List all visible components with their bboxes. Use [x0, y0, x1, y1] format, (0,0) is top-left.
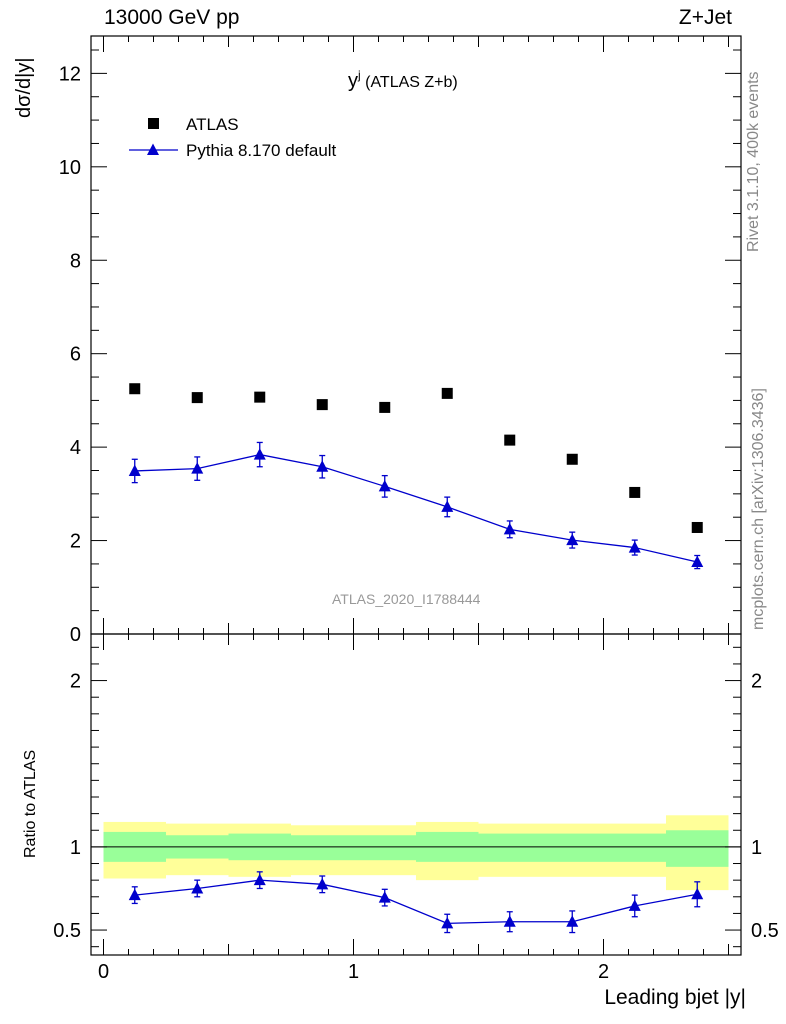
ratio-y-tick-label: 1 [70, 837, 81, 859]
ratio-uncertainty-bands [91, 815, 741, 891]
x-tick-label: 2 [598, 961, 609, 983]
atlas-point [629, 486, 641, 498]
ratio-band-stat [541, 833, 604, 862]
legend-pythia-marker [147, 143, 159, 155]
pythia-point [628, 541, 641, 553]
ratio-pythia-point [316, 877, 329, 890]
source-label: mcplots.cern.ch [arXiv:1306.3436] [750, 388, 767, 630]
ratio-pythia-point [503, 915, 516, 927]
rivet-version-label: Rivet 3.1.10, 400k events [745, 71, 762, 252]
ratio-pythia-line [134, 879, 698, 925]
ratio-y-tick-label: 0.5 [53, 920, 81, 942]
atlas-point [316, 399, 328, 411]
ratio-y-tick-label-right: 0.5 [751, 920, 779, 942]
ratio-y-tick-label-right: 2 [751, 671, 762, 693]
pythia-point [566, 533, 579, 546]
ratio-band-stat [353, 835, 416, 861]
ratio-y-tick-label: 2 [70, 671, 81, 693]
ratio-frame [90, 633, 742, 956]
ratio-pythia-point [628, 899, 641, 911]
data-series [128, 383, 704, 934]
legend-atlas-label: ATLAS [186, 115, 239, 134]
main-y-tick-label: 0 [70, 624, 81, 646]
main-y-tick-label: 6 [70, 344, 81, 366]
ratio-band-stat [291, 835, 354, 861]
ratio-band-stat [666, 830, 729, 867]
ratio-pythia-point [441, 916, 454, 929]
main-y-tick-label: 12 [59, 63, 81, 85]
atlas-point [504, 434, 516, 446]
ratio-pythia-point [128, 888, 141, 901]
atlas-point [191, 392, 203, 404]
pythia-point [441, 500, 454, 512]
ratio-pythia-point [253, 873, 266, 886]
ratio-band-stat [603, 833, 666, 862]
pythia-point [503, 522, 516, 535]
plot-title-sup: j [358, 68, 361, 82]
plot-title: yj (ATLAS Z+b) [348, 68, 458, 93]
atlas-point [254, 391, 266, 403]
legend: ATLAS Pythia 8.170 default [129, 115, 337, 160]
ratio-band-stat [478, 833, 541, 862]
energy-label: 13000 GeV pp [104, 6, 240, 29]
x-tick-label: 0 [98, 961, 109, 983]
atlas-point [441, 387, 453, 399]
pythia-point [253, 448, 266, 460]
x-axis-label: Leading bjet |y| [604, 986, 746, 1009]
main-axes: 0 2 4 6 8 10 12 [59, 35, 742, 646]
ratio-y-tick-label-right: 1 [751, 837, 762, 859]
ratio-axes: 0 1 20.5 0.51 12 2 [53, 36, 779, 983]
main-y-tick-label: 10 [59, 157, 81, 179]
plot-title-main: y [348, 70, 358, 92]
ratio-ylabel: Ratio to ATLAS [22, 749, 39, 858]
process-label: Z+Jet [678, 6, 732, 29]
pythia-point [191, 462, 204, 474]
pythia-point [128, 464, 141, 476]
legend-atlas-marker [148, 118, 159, 129]
pythia-point [378, 479, 391, 492]
ratio-pythia-point [191, 881, 204, 894]
ratio-pythia-point [691, 887, 704, 900]
ratio-pythia-point [378, 891, 391, 903]
pythia-line [134, 453, 698, 563]
main-ylabel: dσ/d|y| [13, 57, 35, 118]
atlas-point [566, 453, 578, 465]
main-y-tick-label: 8 [70, 250, 81, 272]
analysis-watermark: ATLAS_2020_I1788444 [332, 591, 481, 607]
x-tick-label: 1 [348, 961, 359, 983]
atlas-point [129, 383, 141, 395]
main-y-tick-label: 4 [70, 437, 81, 459]
ratio-pythia-point [566, 915, 579, 927]
legend-pythia-label: Pythia 8.170 default [186, 141, 337, 160]
pythia-point [691, 555, 704, 568]
plot-title-rest: (ATLAS Z+b) [360, 74, 458, 91]
main-y-tick-label: 2 [70, 531, 81, 553]
atlas-point [691, 521, 703, 533]
atlas-point [379, 401, 391, 413]
pythia-point [316, 460, 329, 472]
